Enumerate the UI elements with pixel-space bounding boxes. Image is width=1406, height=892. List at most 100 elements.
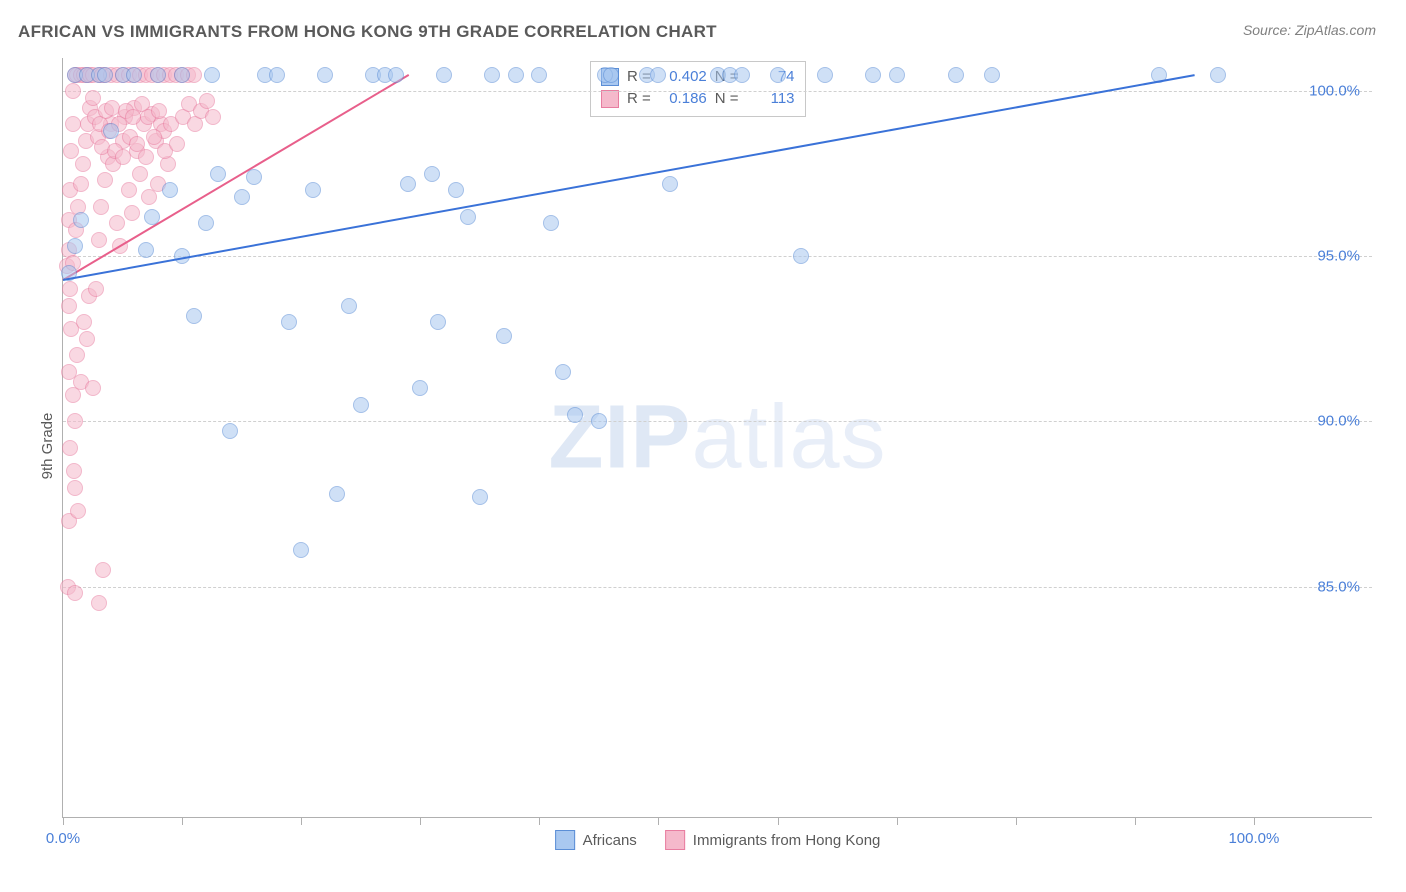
scatter-point [88,281,104,297]
scatter-point [91,232,107,248]
scatter-point [63,143,79,159]
scatter-point [85,380,101,396]
scatter-point [817,67,833,83]
gridline-h [63,256,1372,257]
legend-swatch-africans [555,830,575,850]
scatter-point [496,328,512,344]
scatter-point [109,215,125,231]
legend-item-hongkong: Immigrants from Hong Kong [665,830,881,850]
scatter-point [151,103,167,119]
scatter-plot-area: ZIPatlas R = 0.402 N = 74 R = 0.186 N = … [62,58,1372,818]
x-tick [897,817,898,825]
scatter-point [662,176,678,192]
scatter-point [138,242,154,258]
scatter-point [103,123,119,139]
x-tick [420,817,421,825]
x-tick [778,817,779,825]
scatter-point [531,67,547,83]
watermark-light: atlas [691,387,886,487]
scatter-point [129,136,145,152]
scatter-point [70,503,86,519]
scatter-point [95,562,111,578]
scatter-point [65,116,81,132]
scatter-point [146,129,162,145]
scatter-point [770,67,786,83]
stats-swatch-hongkong [601,90,619,108]
scatter-point [865,67,881,83]
gridline-h [63,421,1372,422]
scatter-point [121,182,137,198]
scatter-point [448,182,464,198]
legend-swatch-hongkong [665,830,685,850]
scatter-point [115,149,131,165]
scatter-point [508,67,524,83]
scatter-point [199,93,215,109]
scatter-point [472,489,488,505]
scatter-point [436,67,452,83]
scatter-point [205,109,221,125]
legend-label-1: Immigrants from Hong Kong [693,832,881,849]
scatter-point [124,205,140,221]
scatter-point [234,189,250,205]
scatter-point [61,298,77,314]
scatter-point [93,199,109,215]
legend-item-africans: Africans [555,830,637,850]
scatter-point [329,486,345,502]
scatter-point [79,331,95,347]
scatter-point [484,67,500,83]
scatter-point [65,83,81,99]
scatter-point [210,166,226,182]
y-tick-label: 90.0% [1317,413,1360,430]
x-tick [1135,817,1136,825]
scatter-point [591,413,607,429]
scatter-point [132,166,148,182]
stats-row-africans: R = 0.402 N = 74 [601,66,795,88]
scatter-point [222,423,238,439]
scatter-point [293,542,309,558]
gridline-h [63,587,1372,588]
scatter-point [141,189,157,205]
scatter-point [76,314,92,330]
scatter-point [460,209,476,225]
legend: Africans Immigrants from Hong Kong [555,830,881,850]
scatter-point [948,67,964,83]
scatter-point [650,67,666,83]
scatter-point [73,176,89,192]
scatter-point [67,585,83,601]
scatter-point [144,209,160,225]
scatter-point [889,67,905,83]
scatter-point [984,67,1000,83]
y-tick-label: 85.0% [1317,578,1360,595]
scatter-point [169,136,185,152]
scatter-point [97,172,113,188]
scatter-point [62,281,78,297]
x-tick [658,817,659,825]
scatter-point [388,67,404,83]
scatter-point [555,364,571,380]
scatter-point [412,380,428,396]
scatter-point [305,182,321,198]
source-attribution: Source: ZipAtlas.com [1243,22,1376,38]
y-tick-label: 95.0% [1317,248,1360,265]
watermark: ZIPatlas [548,386,886,489]
scatter-point [246,169,262,185]
legend-label-0: Africans [583,832,637,849]
scatter-point [603,67,619,83]
x-tick [539,817,540,825]
scatter-point [162,182,178,198]
x-tick [1016,817,1017,825]
scatter-point [67,238,83,254]
x-tick [182,817,183,825]
scatter-point [269,67,285,83]
scatter-point [75,156,91,172]
scatter-point [138,149,154,165]
scatter-point [66,463,82,479]
scatter-point [400,176,416,192]
scatter-point [317,67,333,83]
scatter-point [85,90,101,106]
scatter-point [97,67,113,83]
scatter-point [204,67,220,83]
gridline-h [63,91,1372,92]
scatter-point [341,298,357,314]
scatter-point [62,440,78,456]
